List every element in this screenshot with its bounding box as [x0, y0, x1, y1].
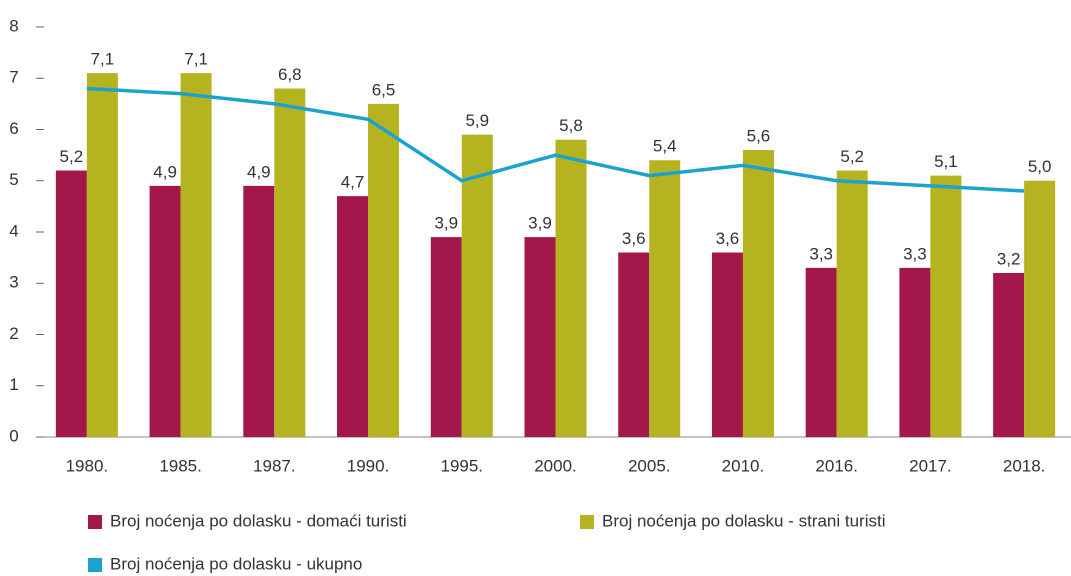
x-tick-label: 2000. [534, 456, 577, 475]
x-tick-label: 1990. [347, 456, 390, 475]
data-label: 5,9 [465, 111, 489, 130]
bar [649, 160, 681, 437]
y-tick-label: 8 [9, 16, 18, 35]
legend-swatch [580, 515, 594, 529]
data-label: 6,8 [278, 65, 302, 84]
data-label: 3,6 [622, 229, 646, 248]
x-tick-label: 2005. [628, 456, 671, 475]
bar [243, 185, 275, 437]
line [86, 86, 1025, 193]
y-tick-label: 5 [9, 170, 18, 189]
bar [86, 73, 118, 437]
bar [461, 134, 493, 437]
bar [180, 73, 212, 437]
data-label: 7,1 [91, 50, 115, 69]
legend-label: Broj noćenja po dolasku - domaći turisti [110, 511, 407, 530]
data-label: 5,4 [653, 137, 677, 156]
bar [930, 175, 962, 437]
data-label: 7,1 [184, 50, 208, 69]
bar [805, 267, 837, 437]
bar [836, 170, 868, 437]
data-label: 4,7 [341, 173, 365, 192]
bar [524, 237, 556, 437]
bar [618, 252, 650, 437]
legend-label: Broj noćenja po dolasku - ukupno [110, 554, 362, 573]
y-tick-label: 2 [9, 324, 18, 343]
y-tick-label: 4 [9, 221, 18, 240]
bar [993, 273, 1025, 437]
data-label: 5,8 [559, 116, 583, 135]
bar [337, 196, 369, 437]
data-label: 3,2 [997, 249, 1021, 268]
y-tick-label: 1 [9, 375, 18, 394]
data-label: 4,9 [153, 162, 177, 181]
bar [55, 170, 87, 437]
bar [711, 252, 743, 437]
bar [430, 237, 462, 437]
bar [899, 267, 931, 437]
data-label: 5,6 [747, 126, 771, 145]
bar [742, 150, 774, 437]
bar [1024, 180, 1056, 437]
y-tick-label: 7 [9, 68, 18, 87]
x-tick-label: 1980. [66, 456, 109, 475]
x-tick-label: 1985. [159, 456, 202, 475]
data-label: 5,2 [60, 147, 84, 166]
data-label: 3,9 [528, 214, 552, 233]
legend-swatch [88, 558, 102, 572]
x-tick-label: 2010. [722, 456, 765, 475]
bar [149, 185, 181, 437]
bar [274, 88, 306, 437]
legend-label: Broj noćenja po dolasku - strani turisti [602, 511, 885, 530]
legend-swatch [88, 515, 102, 529]
data-label: 3,3 [809, 244, 833, 263]
y-tick-label: 3 [9, 273, 18, 292]
x-tick-label: 2016. [815, 456, 858, 475]
data-label: 3,3 [903, 244, 927, 263]
bar [555, 139, 587, 437]
x-tick-label: 2017. [909, 456, 952, 475]
data-label: 5,0 [1028, 157, 1052, 176]
y-tick-label: 0 [9, 426, 18, 445]
data-label: 5,1 [934, 152, 958, 171]
data-label: 3,6 [716, 229, 740, 248]
data-label: 4,9 [247, 162, 271, 181]
data-label: 5,2 [840, 147, 864, 166]
data-label: 3,9 [434, 214, 458, 233]
y-tick-label: 6 [9, 119, 18, 138]
data-label: 6,5 [372, 80, 396, 99]
bar [368, 103, 400, 437]
x-tick-label: 1995. [440, 456, 483, 475]
x-tick-label: 1987. [253, 456, 296, 475]
x-tick-label: 2018. [1003, 456, 1046, 475]
